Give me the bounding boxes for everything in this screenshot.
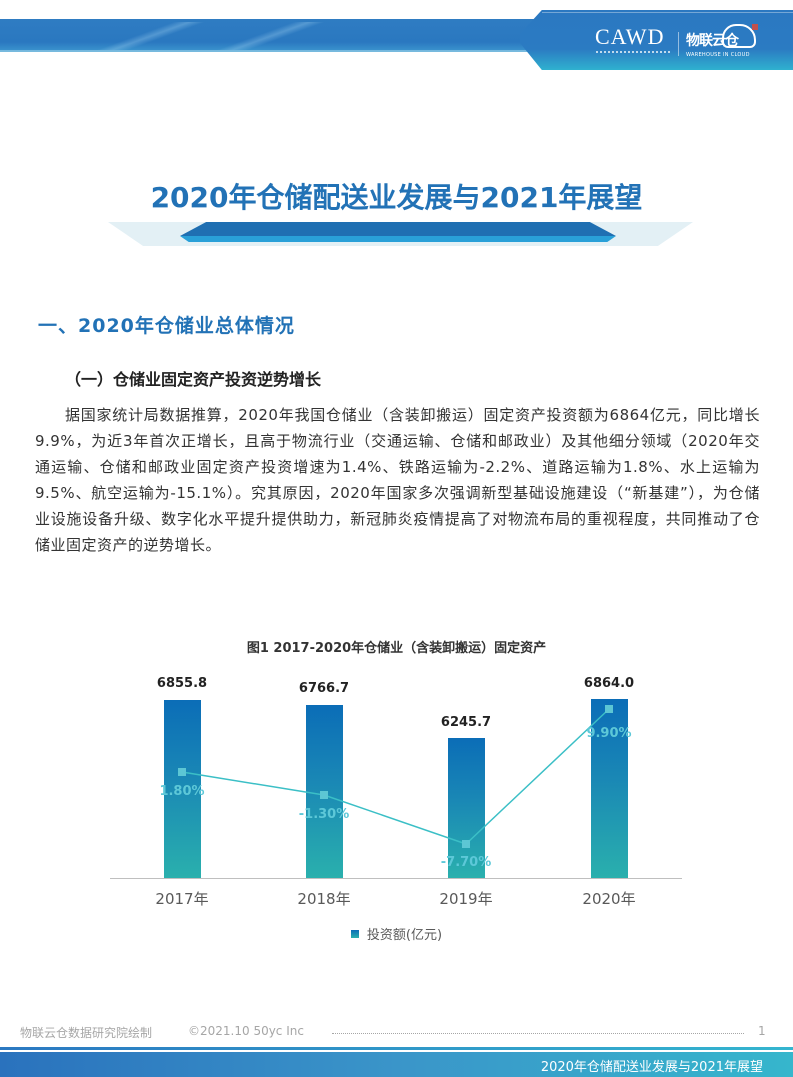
header-underline bbox=[0, 50, 560, 52]
footer-copyright: ©2021.10 50yc Inc bbox=[188, 1024, 304, 1038]
growth-rate-label: 9.90% bbox=[586, 726, 632, 741]
footer-running-title: 2020年仓储配送业发展与2021年展望 bbox=[540, 1060, 763, 1075]
title-ribbon-accent bbox=[180, 236, 616, 242]
header-wave-decoration bbox=[215, 22, 335, 50]
title-ribbon bbox=[180, 222, 616, 236]
x-tick-label: 2017年 bbox=[155, 890, 209, 908]
bar-value-label: 6864.0 bbox=[583, 676, 635, 691]
bar-value-label: 6766.7 bbox=[298, 681, 350, 696]
chart-legend: 投资额(亿元) bbox=[0, 924, 793, 943]
header-wave-decoration bbox=[95, 22, 215, 50]
legend-label: 投资额(亿元) bbox=[366, 928, 443, 943]
cawd-logo: CAWD bbox=[595, 24, 665, 49]
page-header: CAWD 物联云仓 WAREHOUSE IN CLOUD bbox=[0, 0, 793, 80]
x-axis bbox=[110, 878, 682, 879]
cloud-badge-icon bbox=[752, 24, 758, 30]
body-paragraph: 据国家统计局数据推算，2020年我国仓储业（含装卸搬运）固定资产投资额为6864… bbox=[35, 406, 760, 554]
page-number: 1 bbox=[758, 1024, 766, 1038]
x-tick-label: 2019年 bbox=[439, 890, 493, 908]
growth-rate-label: -1.30% bbox=[298, 807, 350, 822]
growth-rate-label: -7.70% bbox=[440, 855, 492, 870]
x-tick-label: 2020年 bbox=[582, 890, 636, 908]
legend-swatch-icon bbox=[350, 930, 359, 938]
subsection-heading: （一）仓储业固定资产投资逆势增长 bbox=[65, 370, 322, 389]
section-heading: 一、2020年仓储业总体情况 bbox=[38, 315, 295, 337]
footer-dotted-leader bbox=[332, 1033, 744, 1034]
bar-2018 bbox=[306, 705, 343, 878]
document-title: 2020年仓储配送业发展与2021年展望 bbox=[150, 181, 643, 214]
footer-band bbox=[0, 1052, 793, 1077]
chart-title: 图1 2017-2020年仓储业（含装卸搬运）固定资产 bbox=[246, 641, 547, 656]
cloud-icon bbox=[722, 24, 756, 48]
footer-rule bbox=[0, 1047, 793, 1050]
x-tick-label: 2018年 bbox=[297, 890, 351, 908]
bar-value-label: 6245.7 bbox=[440, 715, 492, 730]
footer-source: 物联云仓数据研究院绘制 bbox=[20, 1026, 153, 1040]
warehouse-cloud-logo-en: WAREHOUSE IN CLOUD bbox=[686, 52, 750, 58]
bar-value-label: 6855.8 bbox=[156, 676, 208, 691]
warehouse-cloud-logo: 物联云仓 bbox=[686, 33, 739, 49]
logo-divider bbox=[678, 32, 679, 56]
cawd-logo-subtitle bbox=[596, 51, 670, 54]
growth-rate-label: 1.80% bbox=[159, 784, 205, 799]
